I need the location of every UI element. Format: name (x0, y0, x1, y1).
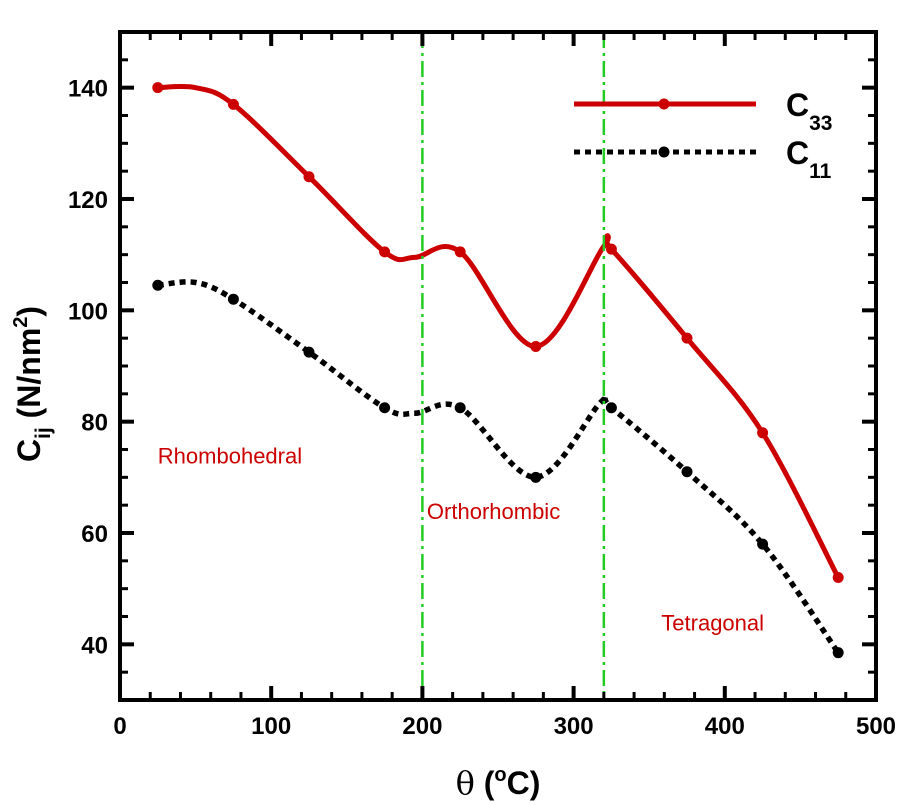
x-axis-title: θ (oC) (456, 764, 541, 802)
y-title-close: ) (11, 306, 47, 317)
plot-frame-border (118, 30, 878, 702)
legend-label-c33: C33 (786, 87, 832, 135)
y-tick-label: 120 (68, 187, 108, 214)
curves (157, 83, 841, 655)
marker-c33-75 (227, 98, 239, 110)
series-line-c33 (157, 83, 841, 579)
y-axis-title: Cij (N/nm2) (10, 306, 55, 462)
marker-c33-25 (152, 82, 164, 94)
x-tick-label: 100 (251, 713, 291, 740)
marker-c11-425 (757, 538, 769, 550)
marker-c11-275 (530, 471, 542, 483)
marker-c11-125 (303, 346, 315, 358)
series-line-c11 (157, 279, 841, 655)
x-title-unit: C) (507, 765, 541, 801)
marker-c11-75 (227, 293, 239, 305)
legend-marker-c11 (658, 146, 670, 158)
y-title-unit: (N/nm (11, 328, 47, 428)
legend-label-subscript: 33 (809, 112, 832, 135)
marker-c11-25 (152, 279, 164, 291)
data-markers (152, 82, 844, 659)
y-tick-label: 60 (81, 521, 108, 548)
y-title-superscript: 2 (10, 317, 32, 328)
legend-label-c11: C11 (786, 135, 832, 183)
plot-frame (118, 30, 878, 702)
marker-c33-475 (832, 572, 844, 584)
x-title-paren: ( (475, 765, 495, 801)
y-title-base: C (11, 439, 47, 462)
y-tick-label: 140 (68, 76, 108, 103)
marker-c33-425 (757, 427, 769, 439)
legend-label-base: C (786, 135, 809, 171)
x-tick-label: 400 (705, 713, 745, 740)
x-title-superscript: o (494, 764, 506, 786)
y-tick-label: 100 (68, 298, 108, 325)
marker-c33-375 (681, 332, 693, 344)
marker-c33-225 (454, 246, 466, 258)
axis-titles: θ (oC) Cij (N/nm2) (10, 306, 540, 802)
phase-boundaries (421, 32, 606, 700)
phase-label-tetragonal: Tetragonal (661, 610, 764, 635)
marker-c33-325 (605, 243, 617, 255)
marker-c11-325 (605, 402, 617, 414)
marker-c11-175 (379, 402, 391, 414)
phase-label-orthorhombic: Orthorhombic (427, 499, 560, 524)
marker-c11-225 (454, 402, 466, 414)
x-tick-label: 200 (402, 713, 442, 740)
y-tick-label: 80 (81, 410, 108, 437)
legend-label-base: C (786, 87, 809, 123)
legend-marker-c33 (658, 98, 670, 110)
y-title-subscript: ij (32, 427, 55, 439)
marker-c11-475 (832, 647, 844, 659)
x-title-theta: θ (456, 764, 475, 802)
y-tick-label: 40 (81, 632, 108, 659)
x-tick-label: 300 (554, 713, 594, 740)
x-tick-label: 0 (113, 713, 126, 740)
marker-c11-375 (681, 466, 693, 478)
marker-c33-175 (379, 246, 391, 258)
axis-ticks: 0 100 200 300 400 500 40 60 80 100 120 140 (68, 32, 896, 740)
x-tick-label: 500 (856, 713, 896, 740)
marker-c33-125 (303, 171, 315, 183)
phase-annotations: Rhombohedral Orthorhombic Tetragonal (158, 443, 764, 635)
phase-label-rhombohedral: Rhombohedral (158, 443, 302, 468)
legend-label-subscript: 11 (809, 160, 832, 183)
marker-c33-275 (530, 341, 542, 353)
